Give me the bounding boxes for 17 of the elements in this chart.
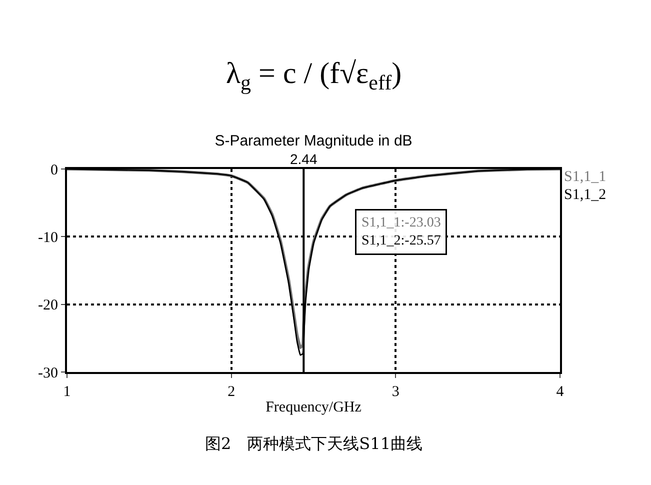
x-tick-label: 4 xyxy=(556,384,564,400)
x-axis-title: Frequency/GHz xyxy=(266,400,362,416)
ref-line-label: 2.44 xyxy=(290,151,318,167)
x-tick-label: 1 xyxy=(63,384,71,400)
y-tick-label: -20 xyxy=(38,298,58,314)
x-tick-label: 3 xyxy=(392,384,400,400)
caption: 图2 两种模式下天线S11曲线 xyxy=(205,434,422,453)
x-tick-label: 2 xyxy=(228,384,236,400)
chart-title: S-Parameter Magnitude in dB xyxy=(214,132,412,150)
y-tick-label: -10 xyxy=(38,230,58,246)
series-label: S1,1_2 xyxy=(564,187,606,203)
series-label: S1,1_1 xyxy=(564,169,606,185)
text: λ$_{g}$ = c / (f√ε$_{eff}$) xyxy=(226,57,402,94)
annotation: S1,1_1:-23.03 xyxy=(362,216,441,230)
y-tick-label: -30 xyxy=(38,365,58,382)
y-tick-label: 0 xyxy=(50,162,58,178)
annotation: S1,1_2:-25.57 xyxy=(362,234,441,249)
